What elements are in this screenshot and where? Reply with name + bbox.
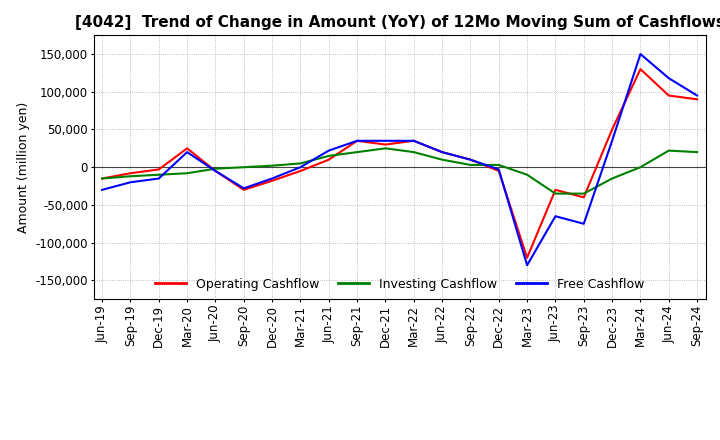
Y-axis label: Amount (million yen): Amount (million yen) <box>17 102 30 233</box>
Title: [4042]  Trend of Change in Amount (YoY) of 12Mo Moving Sum of Cashflows: [4042] Trend of Change in Amount (YoY) o… <box>75 15 720 30</box>
Legend: Operating Cashflow, Investing Cashflow, Free Cashflow: Operating Cashflow, Investing Cashflow, … <box>150 273 649 296</box>
